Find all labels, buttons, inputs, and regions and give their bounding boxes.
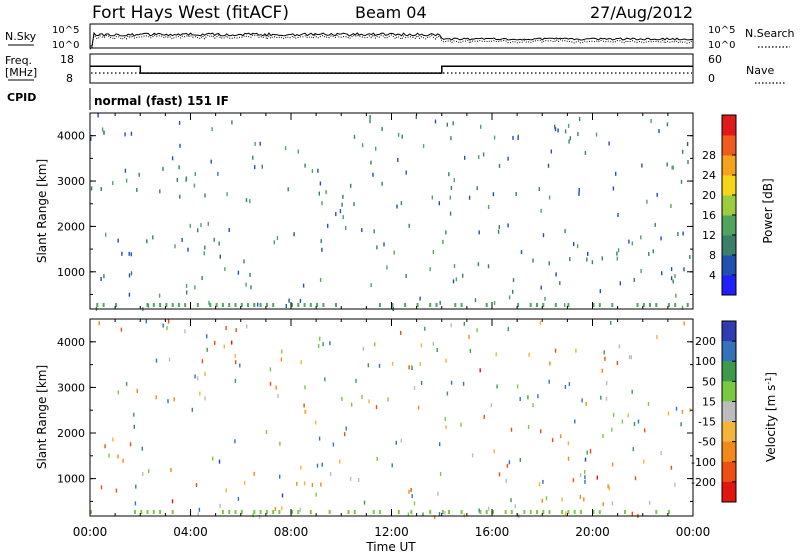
nave-label: Nave [746,64,774,77]
noise-right-tick-top: 10^5 [708,25,735,36]
noise-sky-label: N.Sky [5,30,37,43]
noise-sky-series [90,31,693,47]
noise-search-series [89,33,694,50]
cpid-mode: normal (fast) 151 IF [94,94,229,108]
power-heatmap [90,113,691,312]
noise-right-tick-bottom: 10^0 [708,40,735,51]
station-title: Fort Hays West (fitACF) [92,3,289,23]
freq-unit-label: [MHz] [5,66,37,79]
freq-tick-bottom: 8 [66,72,73,85]
date-title: 27/Aug/2012 [590,3,693,22]
noise-search-label: N.Search [745,27,795,40]
beam-title: Beam 04 [355,3,427,22]
freq-tick-top: 18 [60,53,74,66]
noise-left-tick-bottom: 10^0 [52,40,79,51]
noise-panel: N.Sky 10^5 10^0 10^5 10^0 N.Search [5,23,795,51]
cpid-panel: CPID normal (fast) 151 IF [7,88,229,110]
freq-panel: Freq. [MHz] 18 8 60 0 Nave [5,53,785,85]
nave-tick-bottom: 0 [708,72,715,85]
cpid-label: CPID [7,91,36,104]
nave-tick-top: 60 [708,53,722,66]
noise-left-tick-top: 10^5 [52,25,79,36]
freq-label: Freq. [5,54,32,67]
freq-series [90,65,693,74]
